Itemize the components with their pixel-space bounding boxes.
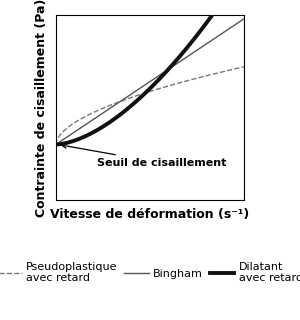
Y-axis label: Contrainte de cisaillement (Pa): Contrainte de cisaillement (Pa) [34,0,47,217]
Legend: Pseudoplastique
avec retard, Bingham, Dilatant
avec retard: Pseudoplastique avec retard, Bingham, Di… [0,257,300,288]
Text: Seuil de cisaillement: Seuil de cisaillement [62,144,227,168]
X-axis label: Vitesse de déformation (s⁻¹): Vitesse de déformation (s⁻¹) [50,208,250,221]
